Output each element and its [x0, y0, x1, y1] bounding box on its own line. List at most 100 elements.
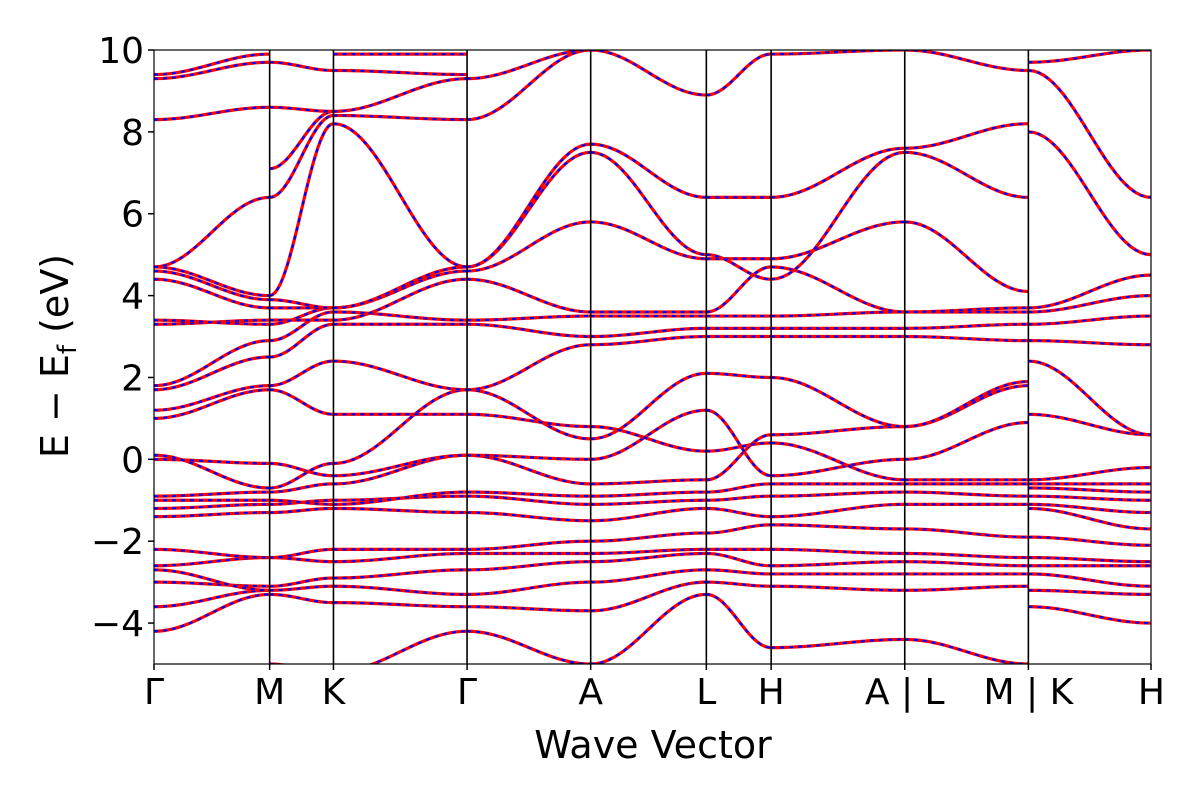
- band-dash-s3-b1: [467, 605, 591, 612]
- band-dash-s3-b2: [467, 581, 591, 596]
- band-dash-s0-b7: [154, 503, 270, 510]
- band-dash-s2-b3: [333, 568, 468, 580]
- band-line-s2-b8: [333, 490, 468, 506]
- band-dash-s4-b20: [590, 50, 707, 97]
- band-line-s2-b11: [333, 388, 468, 466]
- band-line-s1-b12: [269, 388, 334, 416]
- band-dash-s6-b9: [771, 425, 905, 436]
- band-dash-s8-b7: [1028, 503, 1151, 514]
- y-tick-label-4: 4: [121, 277, 144, 318]
- band-dash-s5-b5: [706, 523, 772, 535]
- plot-frame: [153, 49, 1152, 665]
- band-line-s4-b5: [590, 531, 707, 543]
- band-dash-s8-b2: [1028, 572, 1151, 588]
- band-dash-s6-b19: [771, 147, 905, 199]
- band-line-s5-b3: [706, 551, 772, 568]
- band-dash-s7-b17: [904, 220, 1029, 293]
- x-tick-label-8: M | K: [984, 672, 1075, 713]
- band-dash-s0-b6: [154, 511, 270, 518]
- band-dash-s1-b21: [269, 114, 334, 199]
- band-dash-s0-b11: [154, 454, 270, 490]
- band-dash-s0-b19: [154, 269, 270, 301]
- band-dash-s5-b9: [706, 433, 772, 481]
- band-dash-s4-b6: [590, 507, 707, 522]
- band-dash-s1-b19: [269, 298, 334, 309]
- band-line-s5-b0: [706, 592, 772, 650]
- band-dash-s0-b10: [154, 458, 270, 465]
- band-dash-s1-b6: [269, 507, 334, 514]
- band-dash-s2-b0: [369, 630, 468, 664]
- band-line-s6-b17: [771, 220, 905, 261]
- band-line-s0-b22: [154, 105, 270, 122]
- band-dash-s6-b17: [771, 220, 905, 260]
- band-dash-s5-b11: [706, 372, 772, 379]
- band-dash-s3-b16: [467, 278, 591, 314]
- band-dash-s4-b18: [590, 151, 707, 256]
- band-dash-s2-b19: [333, 265, 468, 309]
- band-dash-s5-b10: [706, 409, 772, 477]
- band-dash-s0-b3: [154, 568, 270, 592]
- y-axis-label-prefix: E − E: [33, 354, 77, 458]
- band-line-s0-b15: [154, 339, 270, 388]
- band-line-s6-b6: [771, 502, 905, 519]
- band-line-s6-b10: [771, 457, 905, 478]
- band-dash-s5-b16: [706, 265, 772, 314]
- band-line-s4-b13: [590, 334, 707, 347]
- y-axis-label-suffix: (eV): [33, 254, 77, 345]
- band-dash-s6-b0: [771, 638, 905, 649]
- band-dash-s6-b16: [771, 265, 905, 314]
- x-tick-label-5: L: [696, 672, 716, 713]
- band-dash-s4-b0: [590, 593, 707, 664]
- band-dash-s6-b7: [771, 490, 905, 498]
- band-dash-s2-b4: [333, 552, 468, 563]
- band-dash-s7-b9: [904, 384, 1029, 428]
- x-tick-label-3: Γ: [457, 672, 477, 713]
- band-dash-s4-b11: [590, 372, 707, 440]
- band-dash-s4-b5: [590, 531, 707, 543]
- band-dash-s3-b20: [466, 50, 591, 121]
- band-dash-s8-b11: [1028, 466, 1151, 481]
- band-dash-s3-b3: [467, 560, 591, 571]
- band-dash-s5-b0: [706, 593, 772, 649]
- band-dash-s6-b3: [771, 560, 905, 567]
- band-line-s2-b22: [333, 77, 468, 113]
- band-dash-s7-b4: [904, 552, 1029, 559]
- band-line-s2-b13: [333, 359, 468, 392]
- band-dash-s5-b8: [706, 482, 772, 494]
- band-line-s4-b14: [590, 326, 707, 339]
- band-dash-s0-b5: [154, 548, 270, 559]
- band-line-s8-b0: [1028, 605, 1151, 625]
- x-axis-label: Wave Vector: [534, 723, 772, 767]
- band-dash-s1-b23: [269, 106, 334, 113]
- band-dash-s0-b2: [154, 581, 270, 588]
- band-dash-s3-b6: [467, 511, 591, 522]
- band-dash-s8-b13: [1028, 359, 1151, 436]
- y-tick-label-7: 10: [98, 31, 144, 72]
- band-dash-s6-b15: [771, 310, 905, 318]
- band-dash-s8-b8: [1028, 495, 1151, 502]
- band-dash-s0-b0: [154, 593, 270, 633]
- band-dash-s6-b1: [771, 585, 905, 592]
- band-dash-s4-b1: [590, 581, 707, 612]
- band-dash-s2-b16: [333, 278, 468, 322]
- band-dash-s1-b10: [269, 462, 334, 477]
- band-line-s2-b10: [333, 453, 468, 478]
- band-dash-s1-b1: [269, 593, 334, 604]
- band-dash-s6-b11: [771, 376, 905, 428]
- band-dash-s0-b13: [154, 384, 270, 412]
- band-dash-s0-b21: [154, 196, 270, 269]
- band-dash-s4-b2: [590, 568, 707, 584]
- band-dash-s1-b12: [269, 388, 334, 416]
- band-dash-s7-b10: [904, 421, 1029, 461]
- band-dash-s8-b4: [1028, 556, 1151, 563]
- band-dash-s5-b18: [706, 253, 772, 281]
- band-dash-s4-b3: [590, 552, 707, 563]
- band-line-s3-b17: [466, 220, 591, 273]
- y-tick-label-1: −2: [91, 522, 144, 563]
- band-dash-s3-b8: [467, 490, 591, 498]
- band-dash-s4-b8: [590, 490, 707, 498]
- band-dash-s5-b2: [706, 568, 772, 576]
- band-dash-s2-b20: [333, 122, 468, 269]
- band-dash-s5-b1: [706, 581, 772, 588]
